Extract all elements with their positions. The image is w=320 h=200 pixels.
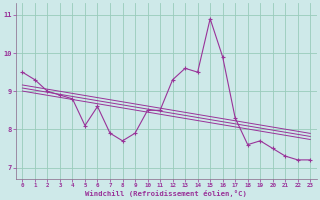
X-axis label: Windchill (Refroidissement éolien,°C): Windchill (Refroidissement éolien,°C) (85, 190, 247, 197)
